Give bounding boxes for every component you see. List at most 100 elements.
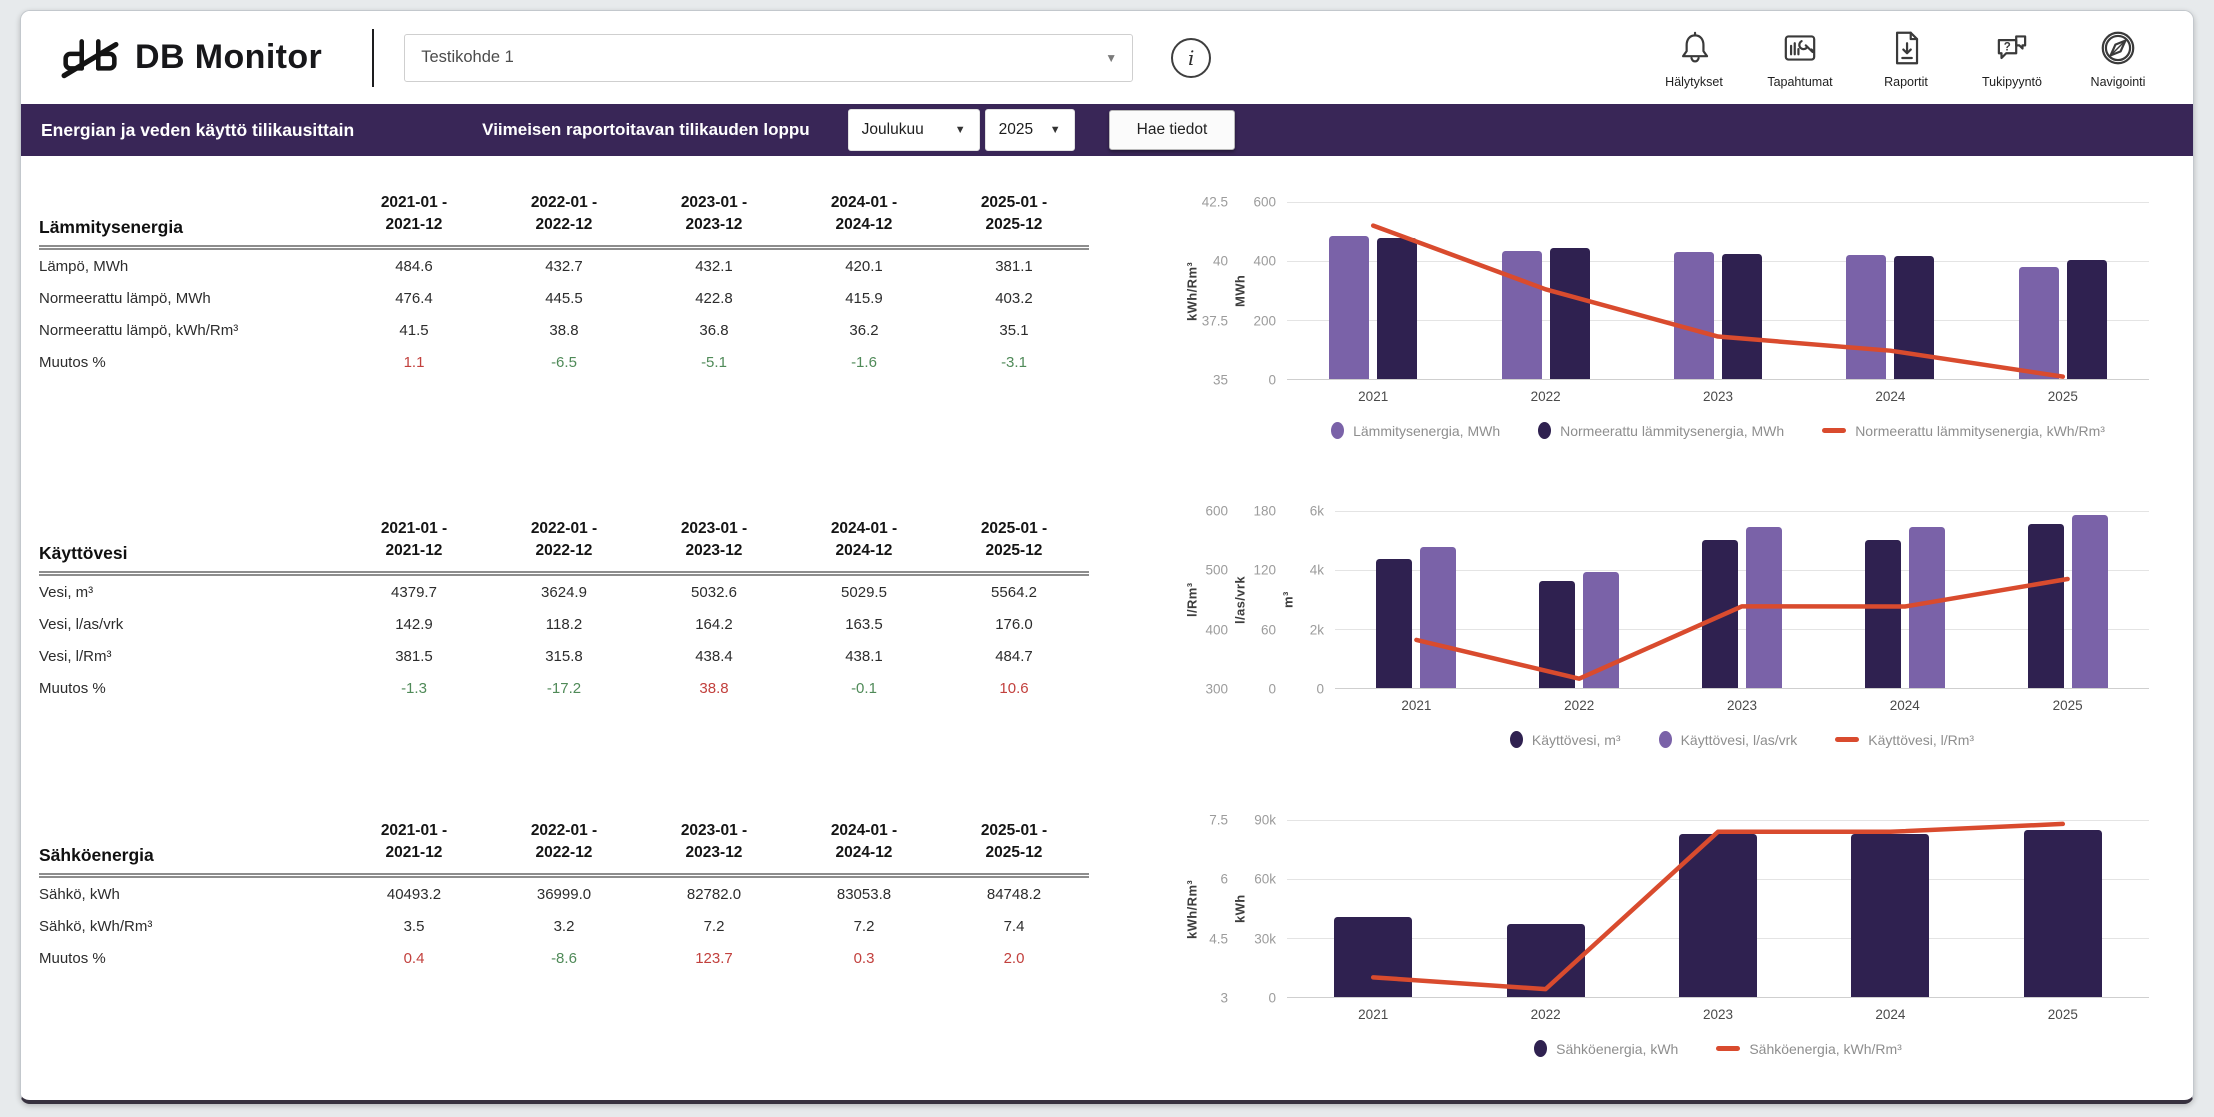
- cell-value: 7.2: [853, 918, 875, 935]
- table-header-row: Sähköenergia 2021-01 -2021-12 2022-01 -202…: [39, 820, 1089, 873]
- y-tick-label: 60: [1260, 622, 1276, 638]
- column-header: 2021-01 -2021-12: [380, 194, 448, 233]
- info-button[interactable]: i: [1171, 37, 1212, 78]
- cell-value: 484.7: [995, 648, 1033, 665]
- row-label: Normeerattu lämpö, MWh: [39, 290, 211, 307]
- nav-item-label: Tapahtumat: [1767, 74, 1833, 89]
- column-header: 2024-01 -2024-12: [830, 822, 898, 861]
- bar: [1329, 236, 1370, 379]
- cell-value: 5029.5: [841, 584, 887, 601]
- table-3: Sähköenergia 2021-01 -2021-12 2022-01 -202…: [39, 820, 1089, 974]
- cell-value: 3.2: [553, 918, 575, 935]
- bar: [2066, 260, 2107, 379]
- legend-label: Sähköenergia, kWh: [1556, 1040, 1679, 1057]
- table-header-row: Lämmitysenergia 2021-01 -2021-12 2022-01 -…: [39, 192, 1089, 245]
- bar-group-2021: [1287, 820, 1459, 997]
- legend-line-mark: [1716, 1046, 1741, 1051]
- chart-3: kWh/Rm³ 3 4.5 6 7.5 kWh 0 30k 60k 90k 2021 2022 2023…: [1183, 813, 2149, 1057]
- legend-label: Käyttövesi, m³: [1531, 731, 1621, 748]
- legend-item: Sähköenergia, kWh: [1534, 1040, 1678, 1057]
- table-title: Lämmitysenergia: [39, 217, 183, 237]
- legend-dot: [1331, 422, 1345, 439]
- bar: [1722, 254, 1763, 379]
- cell-value: 0.4: [403, 950, 425, 967]
- gridline: [1335, 570, 2149, 571]
- y-tick-label: 200: [1253, 313, 1276, 329]
- brand-name: DB Monitor: [135, 38, 323, 76]
- row-label: Muutos %: [39, 680, 106, 697]
- period-label: Viimeisen raportoitavan tilikauden loppu: [482, 120, 810, 139]
- site-selector[interactable]: Testikohde 1 ▼: [404, 33, 1134, 82]
- nav-item-raportit[interactable]: Raportit: [1853, 27, 1959, 89]
- legend-dot: [1658, 731, 1672, 748]
- month-select-value: Joulukuu: [861, 121, 924, 138]
- y-tick-label: 600: [1253, 194, 1276, 210]
- y-tick-label: 42.5: [1201, 194, 1228, 210]
- cell-value: 0.3: [853, 950, 875, 967]
- y-axis: l/as/vrk 0 60 120 180: [1231, 504, 1279, 697]
- cell-value: 438.4: [695, 648, 733, 665]
- cell-value: 381.5: [395, 648, 433, 665]
- bell-icon: [1681, 31, 1709, 62]
- line-series: [1287, 202, 2149, 379]
- y-axis-ticks: 0 60 120 180: [1249, 504, 1279, 697]
- cell-value: 40493.2: [386, 886, 442, 903]
- x-tick-label: 2022: [1530, 388, 1561, 404]
- legend: Käyttövesi, m³ Käyttövesi, l/as/vrk Käyttö…: [1335, 731, 2149, 748]
- top-nav: Hälytykset Tapahtumat Raportit ? Tukipyyntö N…: [1641, 27, 2171, 89]
- bar-group-2025: [1986, 511, 2149, 688]
- chart-2: l/Rm³ 300 400 500 600 l/as/vrk 0 60 120 180 m³ 0 2k 4…: [1183, 504, 2149, 748]
- table-header-row: Käyttövesi 2021-01 -2021-12 2022-01 -2022-…: [39, 518, 1089, 571]
- month-select[interactable]: Joulukuu ▼: [847, 109, 980, 151]
- row-label: Muutos %: [39, 950, 106, 967]
- y-tick-label: 0: [1268, 372, 1276, 388]
- fetch-data-button[interactable]: Hae tiedot: [1108, 110, 1236, 150]
- header-divider: [39, 245, 1089, 250]
- cell-value: 163.5: [845, 616, 883, 633]
- gridline: [1335, 629, 2149, 630]
- cell-value: 7.2: [703, 918, 725, 935]
- row-label: Lämpö, MWh: [39, 258, 129, 275]
- legend-item: Normeerattu lämmitysenergia, MWh: [1538, 422, 1784, 439]
- header-divider: [372, 28, 375, 87]
- nav-item-navigointi[interactable]: Navigointi: [2065, 27, 2171, 89]
- bar: [2027, 523, 2064, 688]
- nav-item-label: Raportit: [1884, 74, 1928, 89]
- tables-column: Lämmitysenergia 2021-01 -2021-12 2022-01 -…: [39, 192, 1095, 1057]
- cell-value: -3.1: [1001, 354, 1027, 371]
- chart-1: kWh/Rm³ 35 37.5 40 42.5 MWh 0 200 400 600 2021 2022…: [1183, 195, 2149, 439]
- line-series: [1335, 511, 2149, 688]
- app-window: DB Monitor Testikohde 1 ▼ i Hälytykset Ta…: [20, 10, 2194, 1104]
- column-header: 2025-01 -2025-12: [980, 194, 1048, 233]
- column-header: 2021-01 -2021-12: [380, 520, 448, 559]
- legend-dot: [1534, 1040, 1548, 1057]
- nav-item-h-lytykset[interactable]: Hälytykset: [1641, 27, 1747, 89]
- bar-group-2021: [1287, 202, 1459, 379]
- bar: [1376, 558, 1413, 688]
- legend-label: Normeerattu lämmitysenergia, MWh: [1560, 422, 1785, 439]
- column-header: 2022-01 -2022-12: [530, 822, 598, 861]
- x-tick-label: 2023: [1726, 697, 1758, 713]
- legend-item: Käyttövesi, l/as/vrk: [1658, 731, 1797, 748]
- legend-line-mark: [1822, 428, 1847, 433]
- cell-value: 176.0: [995, 616, 1033, 633]
- column-header: 2022-01 -2022-12: [530, 520, 598, 559]
- header-divider: [39, 571, 1089, 576]
- cell-value: 420.1: [845, 258, 883, 275]
- cell-value: 38.8: [699, 680, 729, 697]
- table-1: Lämmitysenergia 2021-01 -2021-12 2022-01 -…: [39, 192, 1089, 378]
- bar: [1851, 833, 1930, 997]
- db-logo-icon: [61, 38, 119, 78]
- column-header: 2025-01 -2025-12: [980, 520, 1048, 559]
- cell-value: -1.3: [401, 680, 427, 697]
- legend-item: Lämmitysenergia, MWh: [1331, 422, 1500, 439]
- period-selects: Joulukuu ▼ 2025 ▼: [847, 109, 1075, 151]
- year-select[interactable]: 2025 ▼: [984, 109, 1075, 151]
- nav-item-tukipyynt-[interactable]: ? Tukipyyntö: [1959, 27, 2065, 89]
- gridline: [1287, 261, 2149, 262]
- x-tick-label: 2024: [1875, 388, 1906, 404]
- legend-label: Käyttövesi, l/Rm³: [1868, 731, 1975, 748]
- cell-value: 82782.0: [686, 886, 742, 903]
- nav-item-tapahtumat[interactable]: Tapahtumat: [1747, 27, 1853, 89]
- page-title: Energian ja veden käyttö tilikausittain: [41, 119, 355, 140]
